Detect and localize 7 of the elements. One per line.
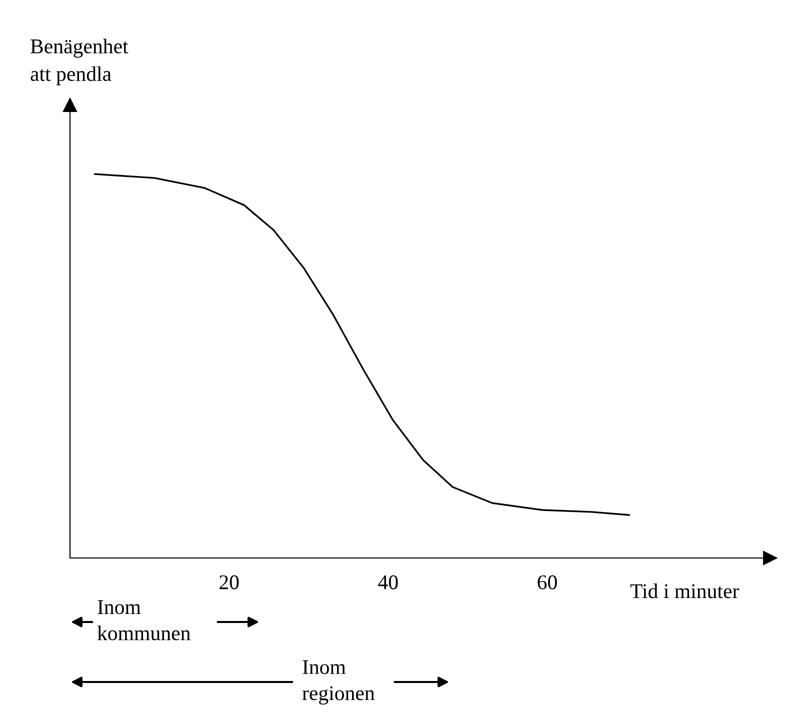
- text: Inom kommunen: [97, 600, 190, 640]
- x-tick-label: 20: [220, 575, 239, 590]
- x-tick-label: 40: [378, 575, 398, 590]
- x-axis-title: Tid i minuter: [630, 584, 740, 598]
- y-axis-title: Benägenhet att pendla: [30, 38, 128, 86]
- x-tick-label: 60: [538, 575, 557, 590]
- text: Inom regionen: [302, 660, 375, 705]
